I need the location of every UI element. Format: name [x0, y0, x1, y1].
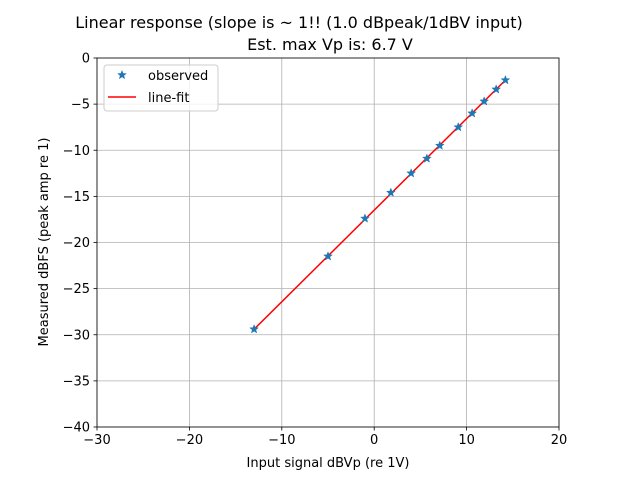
- y-tick-label: −20: [63, 236, 90, 251]
- axis-ticks: −30 −20 −10 0 10 20 0 −5 −10 −15 −20 −25 −30 −35 −40: [63, 52, 568, 449]
- observed-point: [421, 153, 432, 163]
- chart-title: Linear response (slope is ~ 1!! (1.0 dBp…: [75, 13, 523, 32]
- y-tick-label: −40: [63, 421, 90, 436]
- observed-point: [434, 140, 445, 150]
- y-tick-label: −5: [71, 98, 90, 113]
- legend-label-line-fit: line-fit: [148, 91, 189, 106]
- x-tick-label: −30: [83, 433, 110, 448]
- line-fit-series: [253, 79, 506, 330]
- y-tick-label: −35: [63, 374, 90, 389]
- x-tick-label: 20: [551, 433, 568, 448]
- y-tick-label: −30: [63, 328, 90, 343]
- observed-point: [360, 213, 370, 223]
- y-tick-label: −25: [63, 282, 90, 297]
- legend-label-observed: observed: [148, 69, 208, 84]
- legend-star-icon: [117, 69, 127, 80]
- observed-point: [406, 168, 417, 178]
- x-axis-label: Input signal dBVp (re 1V): [247, 456, 410, 471]
- observed-point: [249, 324, 260, 334]
- x-tick-label: −20: [176, 433, 203, 448]
- observed-point: [453, 121, 464, 132]
- x-tick-label: 0: [370, 433, 378, 448]
- observed-point: [323, 251, 333, 261]
- y-axis-label: Measured dBFS (peak amp re 1): [37, 138, 52, 347]
- y-tick-label: −10: [63, 144, 90, 159]
- y-tick-label: 0: [82, 52, 90, 67]
- observed-point: [479, 96, 490, 106]
- observed-point: [467, 108, 478, 118]
- x-tick-label: −10: [268, 433, 295, 448]
- legend: observed line-fit: [103, 64, 219, 112]
- y-tick-label: −15: [63, 190, 90, 205]
- observed-point: [500, 74, 511, 85]
- legend-frame: [103, 64, 219, 112]
- observed-point: [385, 187, 396, 197]
- x-tick-label: 10: [458, 433, 475, 448]
- series-layer: [249, 74, 511, 334]
- legend-marker-observed: [117, 69, 127, 80]
- observed-point: [491, 84, 502, 94]
- chart-subtitle: Est. max Vp is: 6.7 V: [247, 35, 413, 54]
